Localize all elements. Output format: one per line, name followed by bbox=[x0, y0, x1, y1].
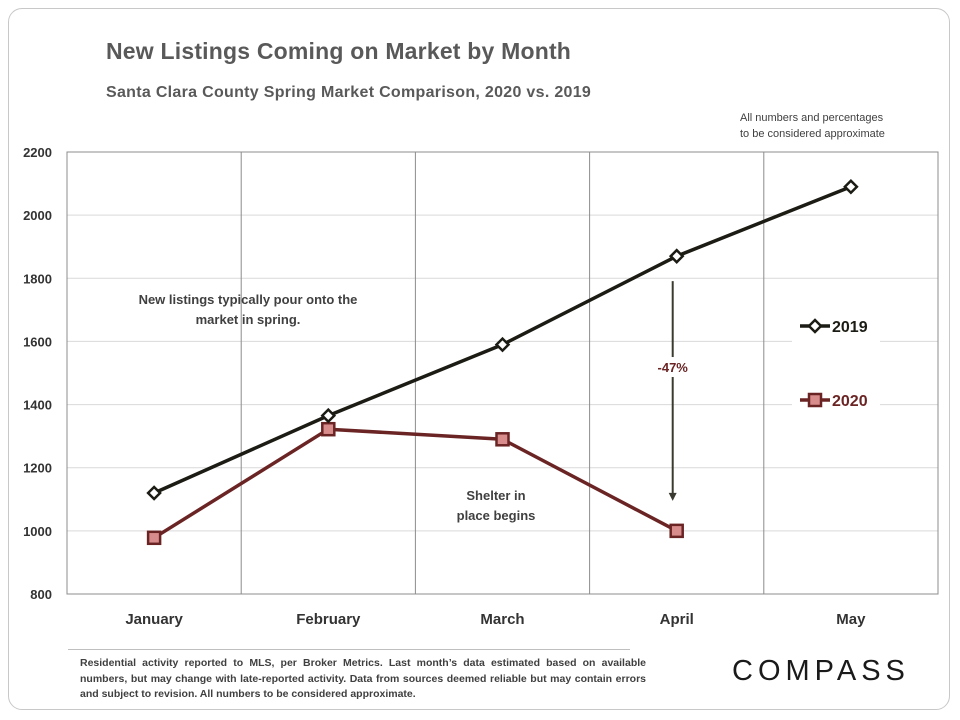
spring-note-line-2: market in spring. bbox=[196, 312, 301, 327]
y-tick-label: 800 bbox=[30, 587, 52, 602]
y-tick-label: 1200 bbox=[23, 461, 52, 476]
data-point-2020 bbox=[146, 530, 162, 546]
y-tick-label: 1800 bbox=[23, 271, 52, 286]
plot-border bbox=[66, 151, 939, 595]
y-tick-label: 1000 bbox=[23, 524, 52, 539]
legend: 2019 2020 bbox=[792, 310, 880, 416]
data-point-2020 bbox=[495, 432, 510, 447]
data-point-2019 bbox=[320, 407, 337, 424]
y-tick-label: 1400 bbox=[23, 398, 52, 413]
x-axis-categories: January February March April May bbox=[125, 611, 866, 628]
data-point-2020 bbox=[321, 421, 336, 437]
legend-label-2019: 2019 bbox=[832, 319, 868, 336]
y-tick-label: 2000 bbox=[23, 208, 52, 223]
spring-note-line-1: New listings typically pour onto the bbox=[139, 292, 358, 307]
legend-marker-diamond bbox=[807, 318, 823, 334]
footnote: Residential activity reported to MLS, pe… bbox=[80, 657, 646, 700]
disclaimer-line-2: to be considered approximate bbox=[740, 128, 885, 140]
disclaimer-line-1: All numbers and percentages bbox=[740, 112, 884, 124]
data-point-2019 bbox=[494, 336, 511, 353]
y-axis-ticks: 800 1000 1200 1400 1600 1800 2000 2200 bbox=[23, 145, 52, 602]
annotations: New listings typically pour onto the mar… bbox=[139, 281, 695, 523]
data-point-2019 bbox=[668, 248, 685, 264]
gridlines bbox=[66, 151, 939, 595]
chart-title: New Listings Coming on Market by Month bbox=[106, 38, 572, 64]
change-label-bg bbox=[650, 357, 695, 378]
change-label: -47% bbox=[658, 360, 689, 375]
legend-label-2020: 2020 bbox=[832, 393, 868, 410]
footnote-divider bbox=[68, 649, 630, 650]
data-point-2019 bbox=[146, 485, 162, 501]
x-category-label: May bbox=[836, 611, 866, 628]
approximation-disclaimer: All numbers and percentages to be consid… bbox=[740, 110, 885, 142]
data-point-2019 bbox=[843, 178, 859, 195]
y-tick-label: 1600 bbox=[23, 334, 52, 349]
data-point-2020 bbox=[669, 523, 684, 539]
x-category-label: April bbox=[660, 611, 694, 628]
shelter-note-line-1: Shelter in bbox=[466, 488, 525, 503]
series-lines bbox=[146, 178, 859, 546]
series-line-2020 bbox=[153, 427, 678, 540]
x-category-label: January bbox=[125, 611, 183, 628]
change-arrow-head bbox=[668, 492, 677, 501]
shelter-note-line-2: place begins bbox=[457, 508, 536, 523]
chart-subtitle: Santa Clara County Spring Market Compari… bbox=[106, 84, 592, 101]
x-category-label: March bbox=[480, 611, 524, 628]
chart-frame bbox=[8, 8, 950, 710]
x-category-label: February bbox=[296, 611, 361, 628]
legend-marker-square bbox=[807, 392, 823, 408]
y-tick-label: 2200 bbox=[23, 145, 52, 160]
compass-logo: COMPASS bbox=[732, 655, 910, 687]
